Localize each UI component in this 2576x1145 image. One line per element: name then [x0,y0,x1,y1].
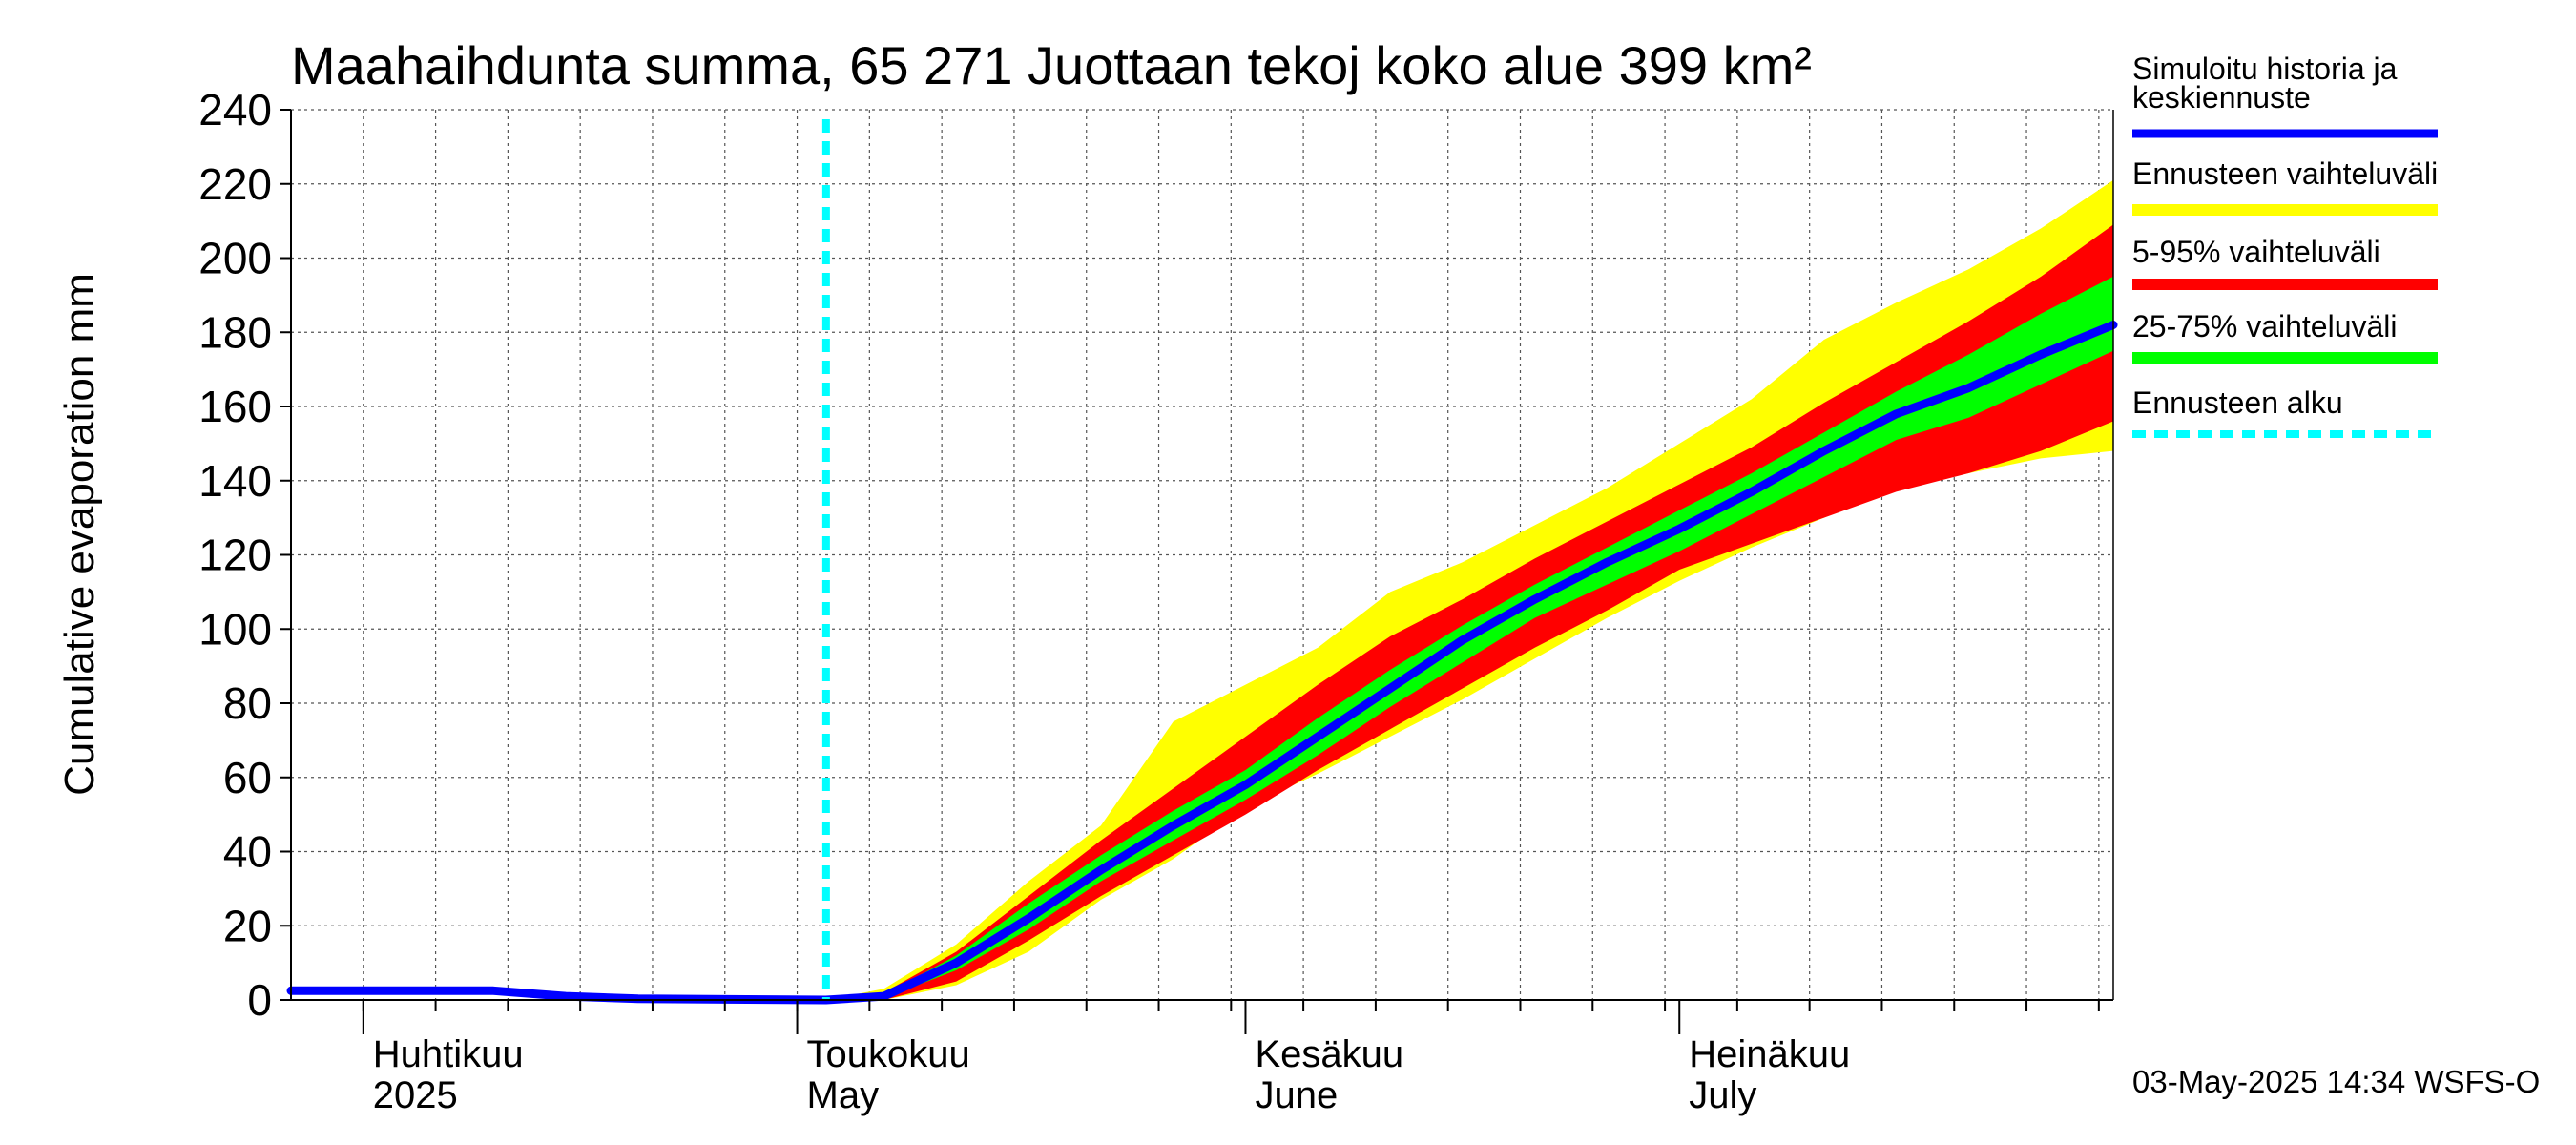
y-tick-label: 0 [247,975,272,1025]
y-tick-label: 100 [198,604,272,654]
legend-label: keskiennuste [2132,80,2311,114]
month-label-fi: Huhtikuu [373,1033,524,1075]
y-tick-label: 80 [223,678,272,728]
y-tick-label: 40 [223,827,272,877]
data-lines [286,119,2118,1005]
band-5-95-vaihteluv-li [825,224,2113,1000]
legend-label: Ennusteen alku [2132,385,2343,420]
chart-title: Maahaihdunta summa, 65 271 Juottaan teko… [291,35,1812,95]
y-tick-label: 60 [223,753,272,802]
month-label-en: 2025 [373,1074,458,1116]
legend-label: Ennusteen vaihteluväli [2132,156,2438,191]
y-tick-label: 240 [198,85,272,135]
axes [280,109,2114,1034]
month-label-fi: Kesäkuu [1255,1033,1403,1075]
month-label-fi: Toukokuu [807,1033,970,1075]
uncertainty-bands [825,179,2113,1000]
legend-label: 25-75% vaihteluväli [2132,309,2398,344]
y-tick-label: 20 [223,901,272,950]
y-tick-label: 200 [198,234,272,283]
y-tick-label: 160 [198,382,272,431]
y-tick-label: 120 [198,531,272,580]
timestamp-footer: 03-May-2025 14:34 WSFS-O [2132,1064,2540,1099]
y-tick-label: 140 [198,456,272,506]
y-tick-label: 180 [198,307,272,357]
y-tick-label: 220 [198,159,272,209]
month-label-en: July [1689,1074,1756,1116]
month-label-en: June [1255,1074,1338,1116]
month-label-en: May [807,1074,880,1116]
y-tick-labels: 0 20 40 60 80 100 120 140 160 180 200 220 240 [198,85,272,1025]
month-label-fi: Heinäkuu [1689,1033,1850,1075]
legend-label: 5-95% vaihteluväli [2132,235,2380,269]
y-axis-label: Cumulative evaporation mm [56,273,103,796]
legend-label: Simuloitu historia ja [2132,52,2398,86]
grid-lines [291,109,2113,1001]
band-ennusteen-vaihteluv-li [825,179,2113,1000]
